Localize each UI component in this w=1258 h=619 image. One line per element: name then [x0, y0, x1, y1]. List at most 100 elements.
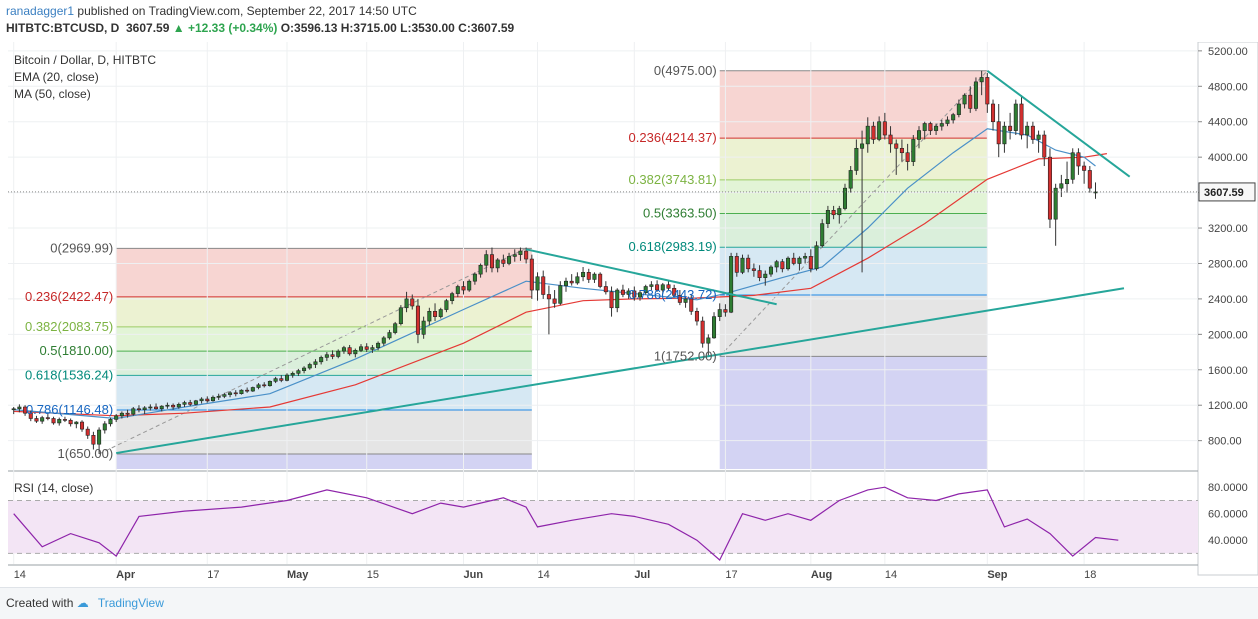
- candle: [899, 139, 904, 162]
- candle: [615, 288, 620, 313]
- candle: [370, 344, 375, 353]
- fib-level-label: 1(1752.00): [654, 348, 717, 363]
- legend-ma: MA (50, close): [14, 87, 91, 101]
- candle-body: [689, 298, 694, 312]
- candle: [911, 135, 916, 167]
- candle: [1087, 166, 1092, 193]
- candle-body: [518, 250, 523, 255]
- candle-body: [250, 387, 255, 392]
- candle: [245, 387, 250, 393]
- candle: [973, 77, 978, 112]
- candle: [734, 252, 739, 277]
- candle: [803, 252, 808, 264]
- price-tick-label: 2000.00: [1208, 329, 1248, 341]
- candle: [985, 73, 990, 113]
- candle-body: [672, 287, 677, 296]
- price-chart[interactable]: 0(2969.99) 0.236(2422.47) 0.382(2083.75) 0.…: [0, 42, 1258, 587]
- candle: [1042, 130, 1047, 167]
- candle: [410, 294, 415, 310]
- candle: [284, 373, 290, 382]
- candle-body: [1008, 125, 1013, 131]
- symbol-line: HITBTC:BTCUSD, D 3607.59 ▲ +12.33 (+0.34…: [6, 21, 514, 35]
- candle: [1025, 121, 1030, 149]
- footer: Created with ☁ TradingView: [0, 587, 1258, 619]
- tradingview-link[interactable]: TradingView: [97, 596, 164, 610]
- candle-body: [558, 285, 563, 304]
- candle-body: [341, 347, 346, 352]
- candle-body: [638, 292, 643, 298]
- candle-body: [1042, 134, 1047, 158]
- candle: [199, 397, 204, 404]
- candle: [455, 284, 460, 298]
- price-tick-label: 4000.00: [1208, 152, 1248, 164]
- candle: [632, 286, 637, 301]
- candle: [467, 279, 472, 292]
- candle: [188, 399, 193, 407]
- candle: [40, 415, 45, 424]
- time-tick-label: Jul: [634, 569, 650, 581]
- candle: [68, 418, 73, 427]
- candle-body: [882, 121, 887, 136]
- fib-level-label: 0.382(2083.75): [25, 319, 113, 334]
- candle: [905, 143, 910, 171]
- rsi-tick-label: 40.0000: [1208, 535, 1248, 547]
- candle: [91, 431, 96, 450]
- candle: [307, 362, 312, 370]
- candle: [74, 421, 79, 429]
- candle: [108, 417, 113, 427]
- candle: [740, 254, 745, 275]
- candle-body: [1082, 165, 1087, 171]
- candle-body: [968, 94, 973, 109]
- candle: [125, 409, 130, 418]
- candle: [620, 284, 625, 298]
- candle: [313, 359, 318, 369]
- candle-body: [125, 412, 130, 415]
- candle: [359, 344, 364, 353]
- candle-body: [296, 370, 301, 374]
- candle: [996, 104, 1001, 158]
- candle: [398, 305, 403, 326]
- candle-body: [51, 418, 56, 424]
- candle: [928, 121, 933, 136]
- candle-body: [461, 286, 466, 291]
- time-tick-label: Apr: [116, 569, 136, 581]
- candle-body: [262, 384, 267, 387]
- candle: [768, 265, 773, 277]
- candle: [723, 304, 728, 317]
- candle: [626, 288, 631, 299]
- candle: [660, 282, 665, 294]
- candle: [638, 290, 643, 301]
- candle-body: [11, 408, 16, 411]
- candle: [791, 252, 796, 266]
- candle-body: [165, 404, 170, 407]
- candle: [586, 268, 591, 283]
- candle-body: [353, 349, 358, 355]
- change-arrow-icon: ▲: [172, 21, 185, 35]
- candle: [991, 99, 996, 131]
- candle: [97, 427, 102, 454]
- candle: [114, 414, 119, 423]
- candle-body: [319, 357, 324, 363]
- candle-body: [803, 256, 808, 259]
- candle: [956, 99, 961, 118]
- candle: [746, 254, 751, 273]
- candle-body: [865, 125, 870, 145]
- candle: [529, 254, 534, 299]
- candle: [877, 116, 882, 142]
- candle-body: [114, 415, 119, 420]
- fib-diagonal: [98, 247, 527, 455]
- candle-body: [455, 286, 460, 294]
- candle-body: [171, 404, 176, 408]
- fib-level-label: 0.382(3743.81): [629, 172, 717, 187]
- candle-body: [336, 350, 341, 357]
- candle-body: [831, 210, 836, 216]
- candle: [131, 406, 136, 416]
- candle: [353, 348, 358, 358]
- trendline: [525, 248, 777, 306]
- author-link[interactable]: ranadagger1: [6, 4, 75, 18]
- candle-body: [916, 130, 922, 140]
- candle-body: [489, 254, 494, 269]
- candle-body: [973, 81, 978, 109]
- candle-body: [854, 148, 859, 171]
- candle: [672, 284, 677, 298]
